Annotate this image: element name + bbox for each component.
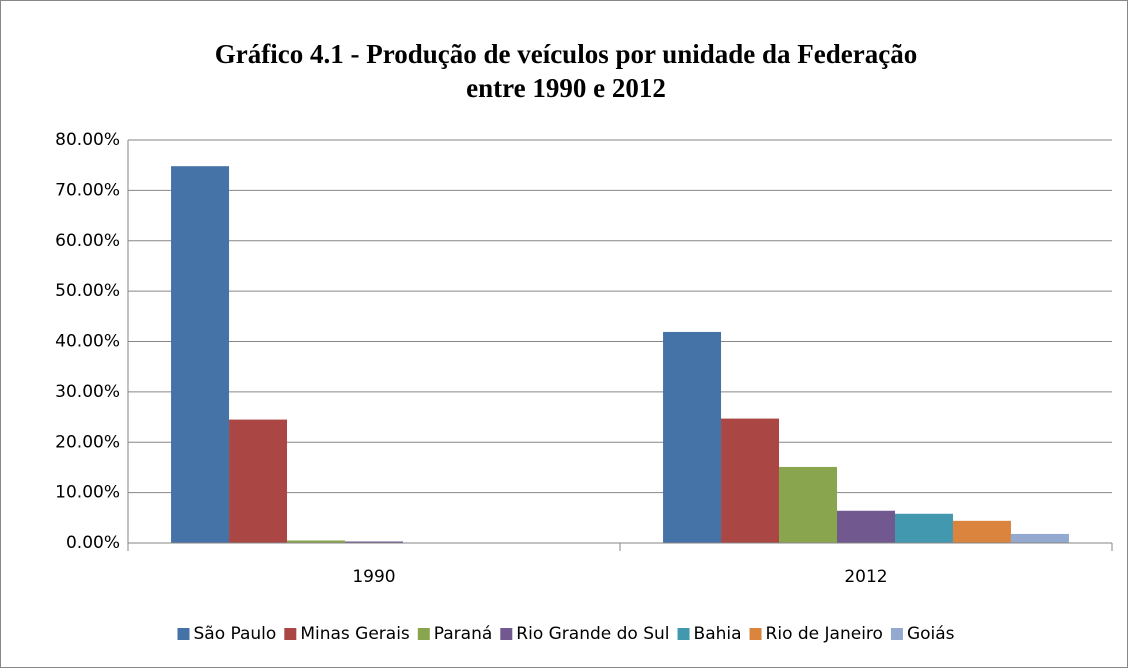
legend-label: São Paulo	[193, 624, 276, 644]
legend-label: Bahia	[694, 624, 742, 644]
bar	[345, 541, 403, 543]
bar	[1010, 533, 1069, 543]
y-tick-label: 30.00%	[55, 382, 120, 402]
legend-swatch	[749, 628, 762, 640]
y-tick-label: 20.00%	[55, 432, 120, 452]
legend-swatch	[177, 628, 190, 640]
bar	[229, 419, 288, 543]
bar	[952, 520, 1011, 543]
y-tick-label: 40.00%	[55, 332, 120, 352]
chart-title: Gráfico 4.1 - Produção de veículos por u…	[215, 39, 917, 69]
y-tick-label: 10.00%	[55, 483, 120, 503]
bar	[287, 540, 346, 543]
chart-subtitle: entre 1990 e 2012	[466, 73, 666, 103]
y-tick-label: 70.00%	[55, 180, 120, 200]
bar	[663, 331, 722, 543]
legend-label: Rio Grande do Sul	[516, 624, 669, 644]
legend-swatch	[890, 628, 903, 640]
y-tick-label: 80.00%	[55, 130, 120, 150]
legend-label: Rio de Janeiro	[766, 624, 883, 644]
legend-swatch	[500, 628, 513, 640]
y-tick-label: 0.00%	[66, 533, 120, 553]
legend-label: Paraná	[434, 624, 493, 644]
bar	[779, 466, 838, 543]
y-tick-label: 60.00%	[55, 231, 120, 251]
legend-swatch	[417, 628, 430, 640]
legend-swatch	[284, 628, 297, 640]
legend-label: Minas Gerais	[300, 624, 410, 644]
bar	[171, 166, 230, 543]
bar	[837, 510, 895, 543]
legend-swatch	[677, 628, 690, 640]
x-tick-label: 1990	[352, 567, 395, 587]
legend-label: Goiás	[907, 624, 955, 644]
x-tick-label: 2012	[844, 567, 887, 587]
bar	[721, 418, 780, 543]
y-tick-label: 50.00%	[55, 281, 120, 301]
bar	[894, 513, 953, 543]
